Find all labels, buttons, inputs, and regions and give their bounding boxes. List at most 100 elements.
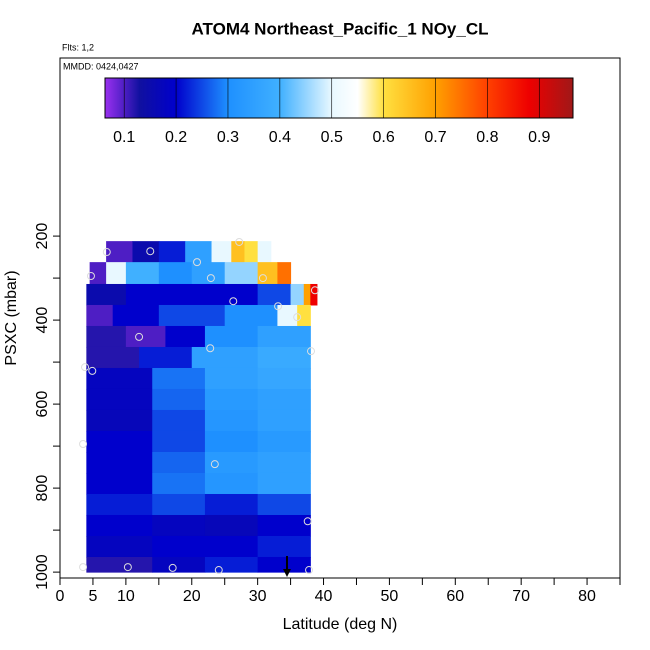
curtain [86, 241, 318, 573]
annotation: MMDD: 0424,0427 [63, 61, 139, 71]
cell [152, 367, 206, 390]
cell [257, 430, 311, 453]
obs-point [193, 258, 202, 267]
obs-point [310, 286, 319, 295]
obs-point [86, 271, 95, 280]
plot-frame [59, 57, 621, 579]
cell [158, 241, 186, 263]
obs-point [79, 563, 88, 572]
cell [204, 430, 259, 453]
cell [257, 556, 311, 573]
x-tick-label: 10 [117, 588, 135, 605]
cell [139, 346, 193, 369]
cell [125, 262, 160, 285]
x-tick-label: 80 [578, 588, 596, 605]
cell [86, 388, 153, 411]
obs-point [206, 274, 215, 283]
cell [89, 262, 107, 285]
cell [132, 241, 160, 263]
obs-point [102, 248, 111, 257]
cell [257, 493, 311, 516]
cell [86, 367, 153, 390]
cell [86, 409, 153, 432]
cell [125, 325, 166, 348]
colorbar-tick-label: 0.9 [528, 129, 550, 146]
cell [86, 514, 153, 537]
subtitle: Flts: 1,2 [62, 42, 94, 52]
obs-point [88, 366, 97, 375]
cell [277, 262, 292, 285]
obs-point [79, 440, 88, 449]
cell [86, 283, 127, 306]
obs-point [210, 460, 219, 469]
cell [204, 556, 259, 573]
cell [191, 283, 259, 306]
cell [310, 283, 318, 306]
cell [257, 262, 278, 285]
cell [204, 472, 259, 495]
obs-point [303, 517, 312, 526]
cell [165, 325, 206, 348]
obs-point [235, 237, 244, 246]
cell [290, 283, 305, 306]
cell [257, 241, 272, 263]
cell [204, 451, 259, 474]
obs-point [307, 347, 316, 356]
cell [191, 262, 226, 285]
cell [152, 451, 206, 474]
y-tick-label: 1000 [34, 554, 51, 590]
cell [257, 388, 311, 411]
obs-point [206, 344, 215, 353]
x-tick-label: 70 [512, 588, 530, 605]
x-tick-label: 30 [249, 588, 267, 605]
colorbar-tick-label: 0.3 [217, 129, 239, 146]
x-tick-label: 5 [88, 588, 97, 605]
cell [204, 535, 259, 558]
cell [231, 241, 245, 263]
cell [86, 430, 153, 453]
cell [303, 283, 311, 306]
obs-point [81, 363, 90, 372]
cell [257, 346, 311, 369]
cell [125, 283, 193, 306]
cell [204, 493, 259, 516]
cell [86, 451, 153, 474]
cell [86, 535, 153, 558]
colorbar-fill [104, 77, 574, 119]
y-tick-label: 600 [34, 391, 51, 418]
cell [152, 388, 206, 411]
x-tick-label: 50 [381, 588, 399, 605]
obs-point [293, 313, 302, 322]
x-axis-label: Latitude (deg N) [283, 616, 398, 633]
cell [106, 262, 127, 285]
colorbar-tick-label: 0.6 [372, 129, 394, 146]
y-tick-label: 800 [34, 475, 51, 502]
obs-point [274, 302, 283, 311]
cell [204, 388, 259, 411]
colorbar: 0.1 0.2 0.3 0.4 0.5 0.6 0.7 0.8 0.9 [104, 77, 574, 146]
x-tick-label: 40 [315, 588, 333, 605]
cell [257, 409, 311, 432]
colorbar-tick-label: 0.1 [113, 129, 135, 146]
cell [257, 325, 311, 348]
cell [86, 325, 127, 348]
cell [244, 241, 259, 263]
cell [158, 304, 226, 327]
cell [152, 472, 206, 495]
cell [106, 241, 133, 263]
cell [257, 283, 292, 306]
x-tick-label: 60 [446, 588, 464, 605]
cell [204, 325, 259, 348]
cell [257, 367, 311, 390]
colorbar-tick-label: 0.4 [269, 129, 291, 146]
obs-point [135, 332, 144, 341]
colorbar-tick-label: 0.8 [476, 129, 498, 146]
obs-point [123, 563, 132, 572]
cell [86, 472, 153, 495]
cell [152, 493, 206, 516]
obs-point [305, 566, 314, 575]
obs-point [214, 566, 223, 575]
flight-marker-head [283, 569, 291, 577]
obs-point [168, 563, 177, 572]
